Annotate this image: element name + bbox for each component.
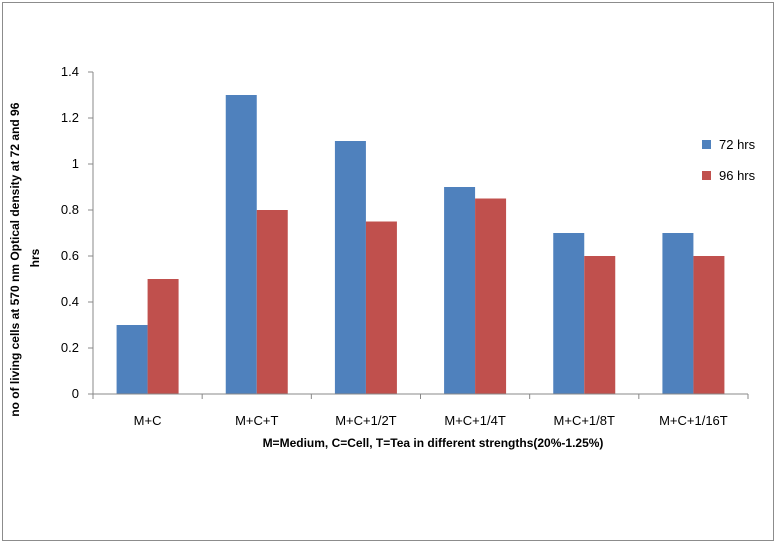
legend-label: 72 hrs [719,137,756,152]
bar-series2 [256,210,288,394]
y-axis-title: no of living cells at 570 nm Optical den… [8,99,42,416]
x-tick-label: M+C+1/8T [554,413,615,428]
bar-series2 [584,256,616,394]
legend-swatch [702,140,711,149]
legend-label: 96 hrs [719,168,756,183]
bar-series1 [334,141,366,394]
y-tick-label: 0.6 [61,248,79,263]
y-tick-label: 0.4 [61,294,79,309]
bar-series2 [365,221,397,394]
x-tick-label: M+C+T [235,413,278,428]
bar-series2 [693,256,725,394]
y-tick-label: 1.2 [61,110,79,125]
x-axis-title: M=Medium, C=Cell, T=Tea in different str… [263,436,604,450]
y-tick-label: 1 [72,156,79,171]
y-tick-label: 0 [72,386,79,401]
x-tick-label: M+C+1/2T [335,413,396,428]
y-axis-title-line1: no of living cells at 570 nm Optical den… [8,102,22,416]
bar-series1 [116,325,148,394]
bar-series1 [553,233,585,394]
x-tick-label: M+C+1/4T [444,413,505,428]
x-tick-label: M+C+1/16T [659,413,728,428]
y-tick-label: 0.8 [61,202,79,217]
bar-series1 [225,95,257,394]
bar-series1 [444,187,476,394]
bar-series2 [147,279,179,394]
bar-series2 [475,198,507,394]
y-tick-label: 1.4 [61,64,79,79]
y-axis-title-line2: hrs [28,248,42,267]
legend-swatch [702,171,711,180]
bar-series1 [662,233,694,394]
x-tick-label: M+C [134,413,162,428]
y-tick-label: 0.2 [61,340,79,355]
